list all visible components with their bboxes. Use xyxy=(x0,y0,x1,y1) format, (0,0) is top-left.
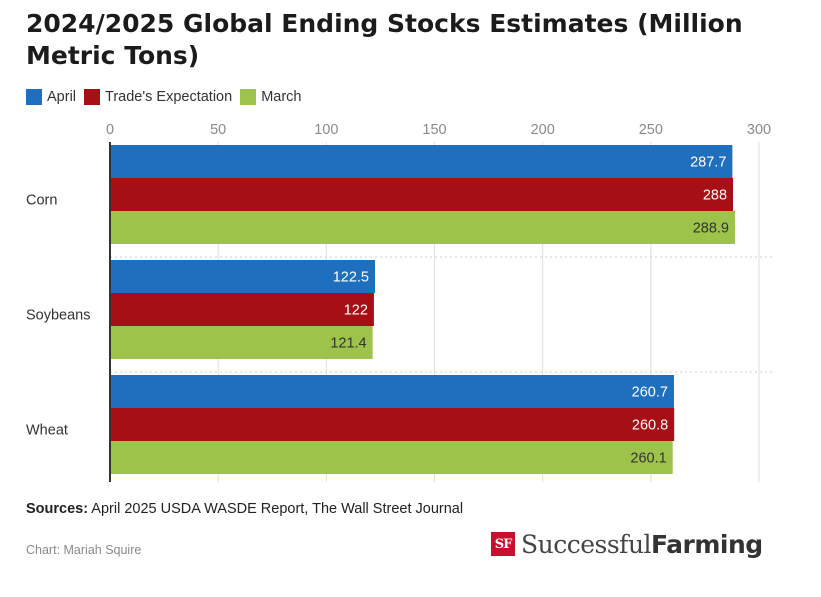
legend-label-trade-expectation: Trade's Expectation xyxy=(105,89,233,105)
legend-label-march: March xyxy=(261,89,302,105)
data-label: 288 xyxy=(703,188,727,204)
bar xyxy=(110,441,673,474)
legend-swatch-april xyxy=(26,89,42,105)
bar xyxy=(110,326,373,359)
logo-word-successful: Successful xyxy=(521,529,652,559)
x-tick-label: 300 xyxy=(747,122,771,138)
bar xyxy=(110,293,374,326)
x-tick-label: 100 xyxy=(314,122,338,138)
data-label: 287.7 xyxy=(690,155,726,171)
sources-label: Sources: xyxy=(26,501,89,517)
sf-logo-icon: SF xyxy=(491,532,515,556)
bar xyxy=(110,260,376,293)
data-label: 260.7 xyxy=(632,385,668,401)
category-label: Soybeans xyxy=(26,308,91,324)
bar xyxy=(110,211,735,244)
bar xyxy=(110,145,733,178)
x-tick-label: 200 xyxy=(531,122,555,138)
data-label: 288.9 xyxy=(693,221,729,237)
legend-swatch-march xyxy=(240,89,257,105)
data-label: 260.1 xyxy=(630,451,666,467)
data-label: 121.4 xyxy=(330,336,366,352)
x-tick-label: 250 xyxy=(639,122,663,138)
legend-item-trade-expectation: Trade's Expectation xyxy=(84,89,232,105)
legend: April Trade's Expectation March xyxy=(26,87,309,107)
x-tick-label: 50 xyxy=(210,122,226,138)
bar xyxy=(110,178,734,211)
data-label: 122 xyxy=(344,303,368,319)
bar xyxy=(110,408,675,441)
chart-credit: Chart: Mariah Squire xyxy=(26,543,142,557)
logo-word-farming: Farming xyxy=(651,529,763,559)
legend-item-april: April xyxy=(26,89,76,105)
bar xyxy=(110,375,674,408)
data-label: 260.8 xyxy=(632,418,668,434)
data-label: 122.5 xyxy=(333,270,369,286)
x-tick-label: 0 xyxy=(106,122,114,138)
successful-farming-logo: SF Successful Farming xyxy=(491,527,763,561)
sources-text: April 2025 USDA WASDE Report, The Wall S… xyxy=(91,501,464,517)
legend-label-april: April xyxy=(47,89,77,105)
legend-item-march: March xyxy=(240,89,301,105)
sources-note: Sources: April 2025 USDA WASDE Report, T… xyxy=(26,500,486,518)
chart-title: 2024/2025 Global Ending Stocks Estimates… xyxy=(26,9,743,70)
category-label: Wheat xyxy=(26,423,68,439)
category-label: Corn xyxy=(26,193,57,209)
bar-chart: 0 50 100 150 200 250 300 Corn 287.7 288 288.9 Soybe… xyxy=(26,122,775,482)
x-tick-label: 150 xyxy=(422,122,446,138)
legend-swatch-trade-expectation xyxy=(84,89,101,105)
